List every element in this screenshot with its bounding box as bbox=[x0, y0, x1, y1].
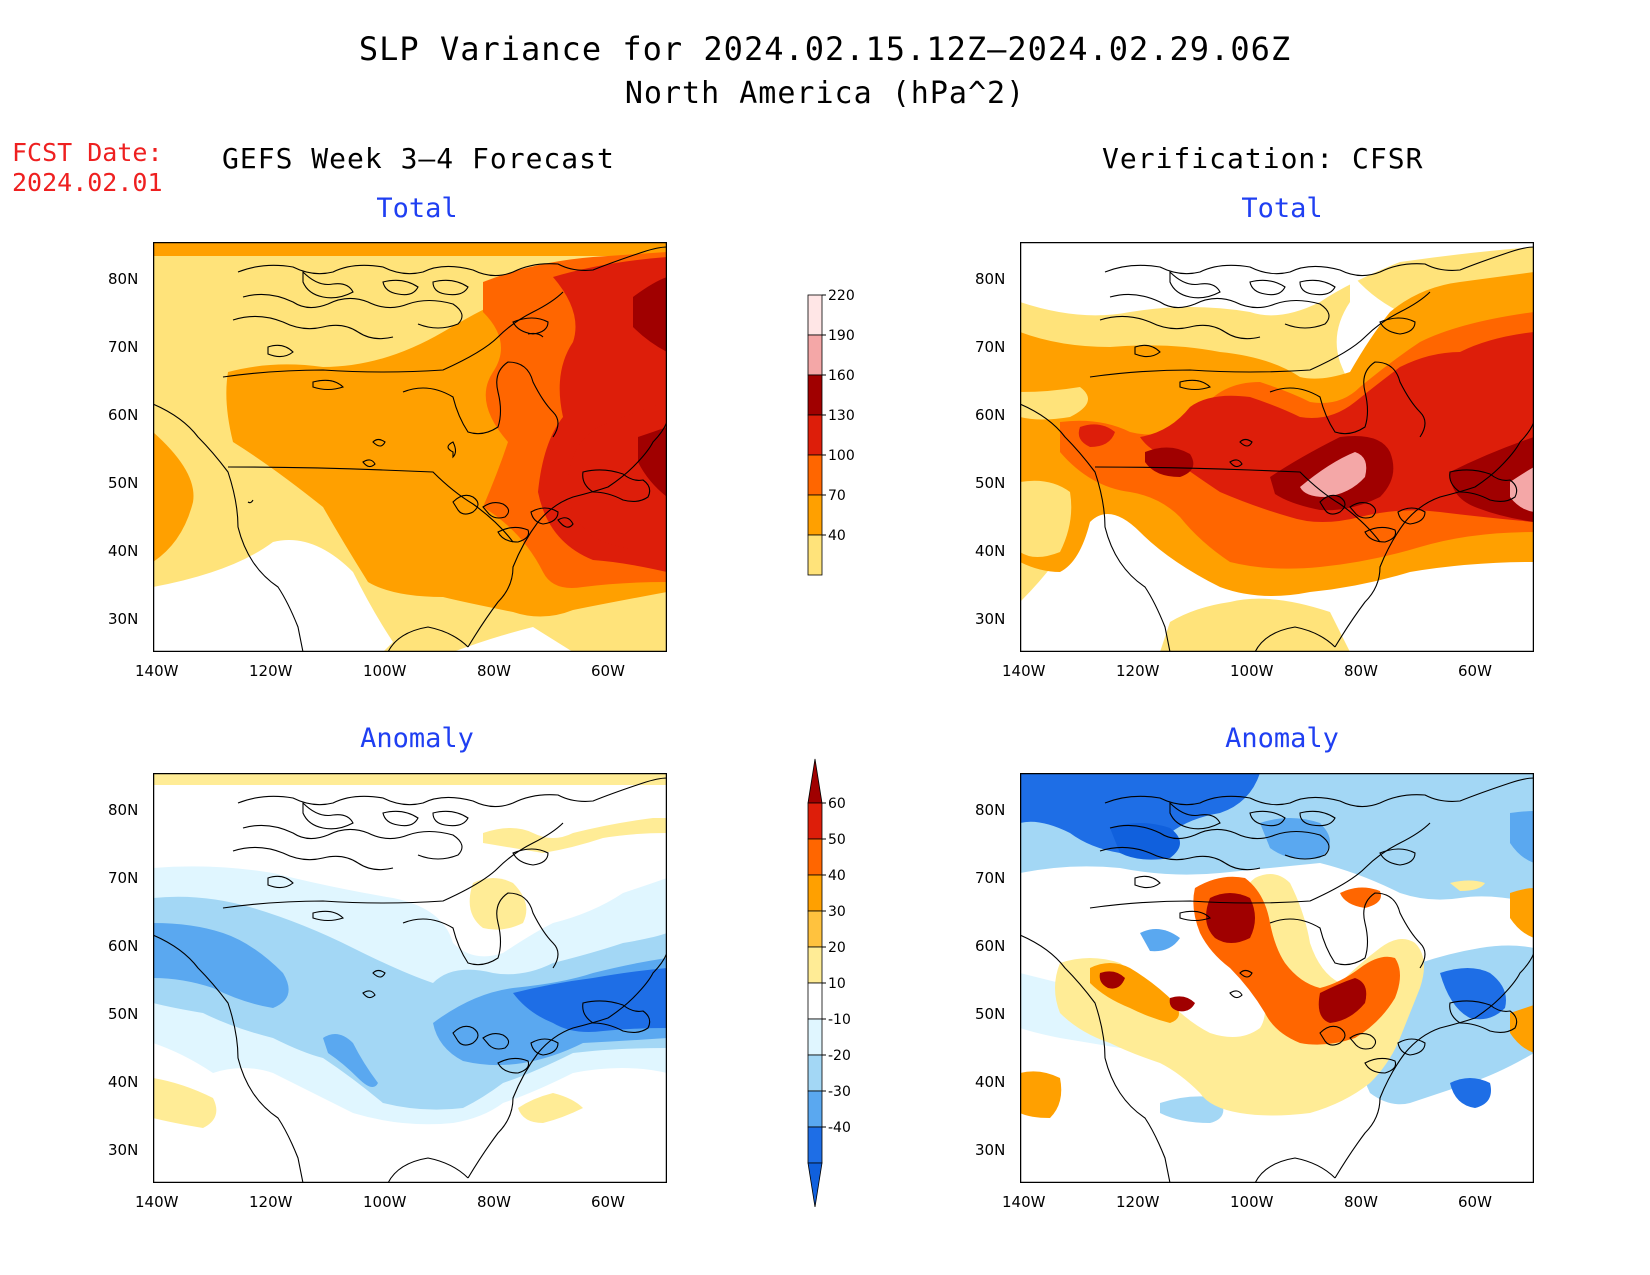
total-colorbar-level-label: 100 bbox=[828, 448, 855, 464]
verification-total-title: Total bbox=[1241, 193, 1323, 224]
lat-tick-label: 50N bbox=[975, 1005, 1006, 1023]
forecast-total-map bbox=[153, 242, 667, 652]
lon-tick-label: 80W bbox=[1344, 662, 1378, 680]
lat-tick-label: 30N bbox=[108, 610, 139, 628]
anomaly-colorbar-swatch bbox=[807, 874, 823, 912]
total-colorbar-swatch bbox=[807, 454, 823, 496]
anomaly-colorbar-swatch bbox=[807, 802, 823, 840]
lon-tick-label: 120W bbox=[249, 662, 293, 680]
anomaly-colorbar-level-label: 30 bbox=[828, 904, 846, 920]
total-colorbar-swatch bbox=[807, 414, 823, 456]
anomaly-colorbar: 60 50 40 30 20 10 -10 -20 -30 -40 bbox=[800, 757, 870, 1211]
total-colorbar-swatch bbox=[807, 374, 823, 416]
main-title: SLP Variance for 2024.02.15.12Z–2024.02.… bbox=[358, 30, 1292, 68]
sub-title: North America (hPa^2) bbox=[624, 76, 1026, 111]
forecast-total-title: Total bbox=[376, 193, 458, 224]
lat-tick-label: 40N bbox=[108, 542, 139, 560]
lat-tick-label: 80N bbox=[975, 270, 1006, 288]
lat-tick-label: 40N bbox=[975, 1073, 1006, 1091]
lon-tick-label: 140W bbox=[135, 1193, 179, 1211]
anomaly-colorbar-swatch bbox=[807, 838, 823, 876]
anomaly-colorbar-level-label: -40 bbox=[828, 1120, 851, 1136]
verification-total-map bbox=[1020, 242, 1534, 652]
anomaly-colorbar-swatch bbox=[807, 758, 823, 804]
anomaly-colorbar-level-label: 60 bbox=[828, 796, 846, 812]
anomaly-colorbar-level-label: 50 bbox=[828, 832, 846, 848]
total-colorbar-swatch bbox=[807, 534, 823, 576]
lat-tick-label: 60N bbox=[108, 406, 139, 424]
anomaly-colorbar-level-label: -30 bbox=[828, 1084, 851, 1100]
anomaly-colorbar-level-label: 40 bbox=[828, 868, 846, 884]
lat-tick-label: 40N bbox=[108, 1073, 139, 1091]
total-colorbar-level-label: 130 bbox=[828, 408, 855, 424]
verification-anomaly-map bbox=[1020, 773, 1534, 1183]
forecast-column-heading: GEFS Week 3–4 Forecast bbox=[222, 142, 615, 175]
lat-tick-label: 60N bbox=[975, 406, 1006, 424]
anomaly-colorbar-swatch bbox=[807, 1054, 823, 1092]
total-colorbar-swatch bbox=[807, 294, 823, 336]
lat-tick-label: 30N bbox=[975, 1141, 1006, 1159]
lon-tick-label: 140W bbox=[1002, 1193, 1046, 1211]
anomaly-colorbar-swatch bbox=[807, 1126, 823, 1164]
anomaly-colorbar-swatch bbox=[807, 1018, 823, 1056]
lat-tick-label: 60N bbox=[975, 937, 1006, 955]
forecast-anomaly-title: Anomaly bbox=[360, 723, 474, 754]
lon-tick-label: 120W bbox=[249, 1193, 293, 1211]
lon-tick-label: 100W bbox=[363, 662, 407, 680]
total-colorbar-level-label: 220 bbox=[828, 288, 855, 304]
lon-tick-label: 80W bbox=[1344, 1193, 1378, 1211]
total-colorbar-level-label: 190 bbox=[828, 328, 855, 344]
anomaly-colorbar-level-label: -20 bbox=[828, 1048, 851, 1064]
lon-tick-label: 120W bbox=[1116, 1193, 1160, 1211]
lat-tick-label: 30N bbox=[975, 610, 1006, 628]
lat-tick-label: 70N bbox=[975, 338, 1006, 356]
lat-tick-label: 50N bbox=[108, 1005, 139, 1023]
lon-tick-label: 80W bbox=[477, 662, 511, 680]
anomaly-colorbar-level-label: -10 bbox=[828, 1012, 851, 1028]
verification-anomaly-title: Anomaly bbox=[1225, 723, 1339, 754]
lat-tick-label: 30N bbox=[108, 1141, 139, 1159]
lon-tick-label: 60W bbox=[591, 662, 625, 680]
forecast-anomaly-map bbox=[153, 773, 667, 1183]
lon-tick-label: 100W bbox=[363, 1193, 407, 1211]
lon-tick-label: 60W bbox=[591, 1193, 625, 1211]
lon-tick-label: 100W bbox=[1230, 662, 1274, 680]
forecast-date-label: FCST Date: 2024.02.01 bbox=[12, 138, 163, 198]
anomaly-colorbar-swatch bbox=[807, 1090, 823, 1128]
lat-tick-label: 60N bbox=[108, 937, 139, 955]
total-colorbar-level-label: 40 bbox=[828, 528, 846, 544]
lon-tick-label: 60W bbox=[1458, 662, 1492, 680]
lat-tick-label: 40N bbox=[975, 542, 1006, 560]
total-colorbar-level-label: 70 bbox=[828, 488, 846, 504]
lat-tick-label: 50N bbox=[108, 474, 139, 492]
lon-tick-label: 80W bbox=[477, 1193, 511, 1211]
forecast-date-value: 2024.02.01 bbox=[12, 168, 163, 197]
lon-tick-label: 60W bbox=[1458, 1193, 1492, 1211]
lon-tick-label: 100W bbox=[1230, 1193, 1274, 1211]
anomaly-colorbar-swatch bbox=[807, 1162, 823, 1208]
total-colorbar-level-label: 160 bbox=[828, 368, 855, 384]
lon-tick-label: 140W bbox=[135, 662, 179, 680]
total-colorbar-swatch bbox=[807, 494, 823, 536]
lon-tick-label: 120W bbox=[1116, 662, 1160, 680]
lat-tick-label: 70N bbox=[108, 338, 139, 356]
anomaly-colorbar-level-label: 20 bbox=[828, 940, 846, 956]
lon-tick-label: 140W bbox=[1002, 662, 1046, 680]
anomaly-colorbar-swatch bbox=[807, 982, 823, 1020]
lat-tick-label: 70N bbox=[108, 869, 139, 887]
anomaly-colorbar-swatch bbox=[807, 910, 823, 948]
forecast-date-caption: FCST Date: bbox=[12, 138, 163, 167]
anomaly-colorbar-swatch bbox=[807, 946, 823, 984]
lat-tick-label: 70N bbox=[975, 869, 1006, 887]
lat-tick-label: 80N bbox=[108, 801, 139, 819]
lat-tick-label: 80N bbox=[975, 801, 1006, 819]
verification-column-heading: Verification: CFSR bbox=[1102, 142, 1424, 175]
total-colorbar: 220 190 160 130 100 70 40 bbox=[800, 285, 870, 619]
total-colorbar-swatch bbox=[807, 334, 823, 376]
lat-tick-label: 50N bbox=[975, 474, 1006, 492]
anomaly-colorbar-level-label: 10 bbox=[828, 976, 846, 992]
lat-tick-label: 80N bbox=[108, 270, 139, 288]
